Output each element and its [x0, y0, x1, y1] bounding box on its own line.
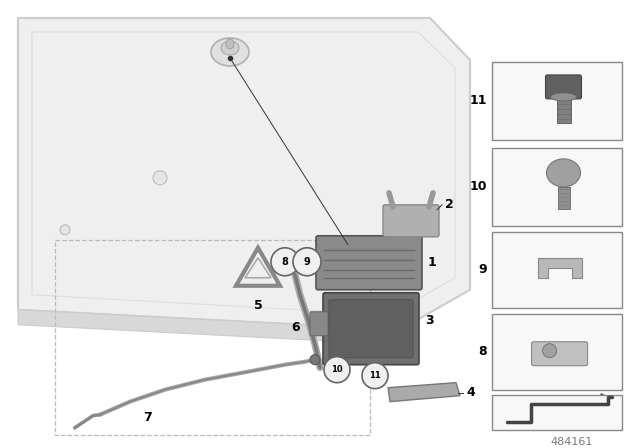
Circle shape: [310, 355, 320, 365]
Text: 8: 8: [478, 345, 487, 358]
Bar: [55, 240, 370, 435]
Ellipse shape: [221, 41, 239, 55]
Circle shape: [543, 344, 557, 358]
Text: 484161: 484161: [551, 437, 593, 447]
FancyBboxPatch shape: [532, 342, 588, 366]
FancyBboxPatch shape: [383, 205, 439, 237]
FancyBboxPatch shape: [310, 312, 328, 336]
Bar: [492, 232, 622, 308]
Text: 1: 1: [428, 256, 436, 269]
Bar: [557, 97, 570, 123]
Text: 8: 8: [282, 257, 289, 267]
Text: 9: 9: [303, 257, 310, 267]
Text: 2: 2: [445, 198, 454, 211]
Ellipse shape: [550, 93, 577, 101]
Circle shape: [293, 248, 321, 276]
Polygon shape: [18, 310, 400, 345]
Polygon shape: [538, 258, 582, 278]
Polygon shape: [388, 383, 460, 402]
Text: 9: 9: [478, 263, 487, 276]
Text: 10: 10: [470, 181, 487, 194]
Text: 3: 3: [425, 314, 434, 327]
FancyBboxPatch shape: [323, 293, 419, 365]
Circle shape: [60, 225, 70, 235]
Circle shape: [153, 171, 167, 185]
FancyBboxPatch shape: [545, 75, 582, 99]
Text: 11: 11: [470, 95, 487, 108]
Text: 5: 5: [253, 299, 262, 312]
Text: 10: 10: [331, 365, 343, 374]
Circle shape: [271, 248, 299, 276]
Ellipse shape: [211, 38, 249, 66]
Text: 6: 6: [291, 321, 300, 334]
Text: 4: 4: [466, 386, 475, 399]
Bar: [492, 62, 622, 140]
FancyBboxPatch shape: [316, 236, 422, 290]
Ellipse shape: [547, 159, 580, 187]
Bar: [492, 395, 622, 430]
Circle shape: [324, 357, 350, 383]
Bar: [492, 314, 622, 390]
Bar: [492, 148, 622, 226]
Ellipse shape: [226, 39, 234, 49]
Circle shape: [362, 363, 388, 389]
Text: 7: 7: [143, 411, 152, 424]
Polygon shape: [18, 18, 470, 330]
Bar: [557, 187, 570, 209]
Text: 11: 11: [369, 371, 381, 380]
FancyBboxPatch shape: [329, 300, 413, 358]
